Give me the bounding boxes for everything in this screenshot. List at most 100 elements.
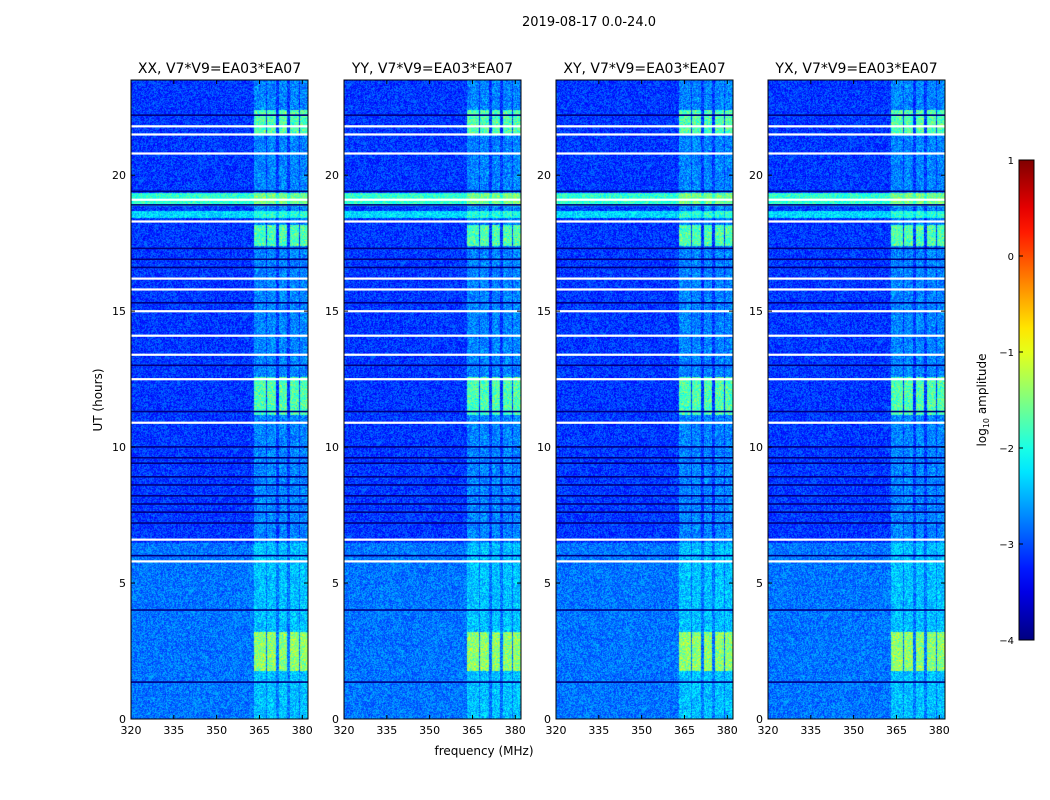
- flagged-row: [131, 190, 308, 193]
- flagged-row: [344, 152, 521, 155]
- flagged-row: [344, 538, 521, 541]
- y-tick-label: 20: [325, 169, 339, 182]
- flagged-row: [556, 495, 733, 497]
- colorbar: 1 0 −1 −2 −3 −4 log10 amplitude: [975, 156, 1035, 647]
- flagged-row: [768, 554, 945, 557]
- flagged-row: [768, 609, 945, 611]
- flagged-row: [768, 353, 945, 356]
- colorbar-tick-label: −1: [999, 348, 1014, 359]
- y-tick-label: 15: [112, 305, 126, 318]
- y-tick-label: 15: [537, 305, 551, 318]
- colorbar-tick-label: 0: [1008, 252, 1014, 263]
- flagged-row: [344, 247, 521, 250]
- flagged-row: [131, 114, 308, 116]
- x-tick-label: 380: [292, 724, 313, 737]
- y-tick-label: 0: [544, 713, 551, 726]
- flagged-row: [556, 204, 733, 206]
- x-tick-label: 365: [462, 724, 483, 737]
- flagged-row: [344, 198, 521, 201]
- x-tick-label: 320: [758, 724, 779, 737]
- flagged-row: [768, 288, 945, 291]
- flagged-row: [131, 538, 308, 541]
- plot-frame: [130, 79, 309, 720]
- flagged-row: [344, 410, 521, 413]
- y-tick-label: 10: [749, 441, 763, 454]
- flagged-row: [768, 301, 945, 304]
- y-tick-label: 0: [119, 713, 126, 726]
- flagged-row: [131, 220, 308, 223]
- heatmap-image: [556, 80, 733, 719]
- x-tick-label: 320: [546, 724, 567, 737]
- flagged-row: [556, 421, 733, 424]
- heatmap-image: [131, 80, 308, 719]
- flagged-row: [131, 378, 308, 381]
- flagged-row: [556, 522, 733, 524]
- flagged-row: [131, 503, 308, 505]
- flagged-row: [131, 511, 308, 513]
- x-tick-label: 335: [376, 724, 397, 737]
- flagged-row: [131, 609, 308, 611]
- flagged-row: [556, 475, 733, 478]
- flagged-row: [344, 334, 521, 337]
- flagged-row: [131, 152, 308, 155]
- plot-frame: [767, 79, 946, 720]
- flagged-row: [344, 522, 521, 524]
- y-tick-label: 5: [119, 577, 126, 590]
- y-tick-label: 15: [749, 305, 763, 318]
- flagged-row: [556, 334, 733, 337]
- flagged-row: [131, 334, 308, 337]
- flagged-row: [556, 190, 733, 193]
- flagged-row: [556, 301, 733, 304]
- flagged-row: [768, 378, 945, 381]
- flagged-row: [768, 364, 945, 367]
- flagged-row: [768, 310, 945, 313]
- flagged-row: [344, 190, 521, 193]
- flagged-row: [344, 495, 521, 497]
- flagged-row: [131, 410, 308, 413]
- flagged-row: [768, 190, 945, 193]
- flagged-row: [344, 364, 521, 367]
- x-tick-label: 335: [588, 724, 609, 737]
- flagged-row: [768, 475, 945, 478]
- flagged-row: [556, 277, 733, 280]
- panel-yx: YX, V7*V9=EA03*EA07 320 335 350 365 380 0 5 10 15…: [749, 61, 950, 737]
- heatmap-image: [768, 80, 945, 719]
- flagged-row: [768, 462, 945, 464]
- figure-suptitle: 2019-08-17 0.0-24.0: [522, 15, 656, 30]
- flagged-row: [344, 258, 521, 261]
- flagged-row: [768, 560, 945, 563]
- flagged-row: [768, 152, 945, 155]
- flagged-row: [344, 475, 521, 478]
- flagged-row: [556, 220, 733, 223]
- flagged-row: [131, 475, 308, 478]
- flagged-row: [344, 421, 521, 424]
- x-tick-label: 350: [206, 724, 227, 737]
- flagged-row: [344, 114, 521, 116]
- flagged-row: [768, 456, 945, 459]
- y-tick-label: 20: [537, 169, 551, 182]
- flagged-row: [768, 204, 945, 206]
- flagged-row: [556, 446, 733, 448]
- x-tick-label: 350: [631, 724, 652, 737]
- flagged-row: [556, 353, 733, 356]
- flagged-row: [131, 554, 308, 557]
- x-tick-label: 365: [674, 724, 695, 737]
- flagged-row: [768, 114, 945, 116]
- flagged-row: [344, 511, 521, 513]
- flagged-row: [768, 266, 945, 269]
- x-tick-label: 380: [717, 724, 738, 737]
- flagged-row: [556, 503, 733, 505]
- flagged-row: [344, 204, 521, 206]
- plot-frame: [555, 79, 734, 720]
- flagged-row: [131, 681, 308, 683]
- flagged-row: [344, 353, 521, 356]
- flagged-row: [556, 609, 733, 611]
- flagged-row: [556, 364, 733, 367]
- flagged-row: [768, 503, 945, 505]
- y-tick-label: 20: [749, 169, 763, 182]
- flagged-row: [131, 125, 308, 128]
- heatmap-panels: XX, V7*V9=EA03*EA07 320 335 350 365 380 0 5 10 15…: [112, 61, 950, 737]
- x-tick-label: 380: [929, 724, 950, 737]
- flagged-row: [131, 266, 308, 269]
- flagged-row: [556, 410, 733, 413]
